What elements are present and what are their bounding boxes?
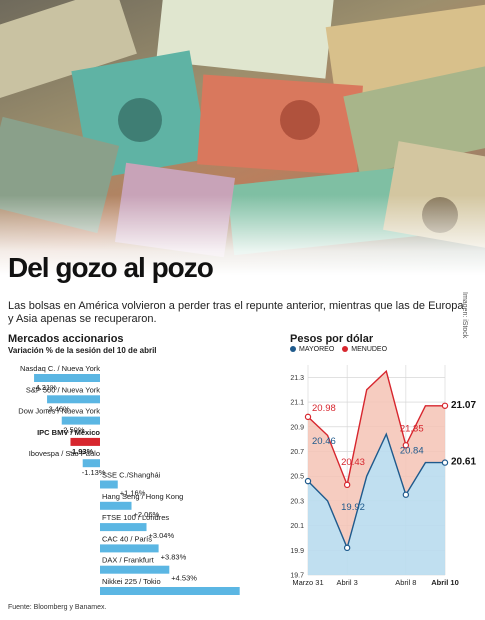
point-marker bbox=[304, 413, 312, 421]
bar-category-label: Nikkei 225 / Tokio bbox=[102, 577, 161, 586]
y-tick-label: 19.9 bbox=[290, 548, 304, 555]
y-tick-label: 20.3 bbox=[290, 498, 304, 505]
bar-category-label: Nasdaq C. / Nueva York bbox=[20, 364, 100, 373]
line-chart-legend: MAYOREO MENUDEO bbox=[290, 346, 387, 353]
bar-4 bbox=[82, 459, 100, 468]
point-value-label: 20.43 bbox=[341, 457, 365, 468]
bar-2 bbox=[61, 416, 100, 425]
bar-value-label: +3.83% bbox=[161, 552, 187, 561]
bar-value-label: +3.04% bbox=[149, 531, 175, 540]
menudeo-line bbox=[307, 369, 445, 488]
bar-value-label: -4.31% bbox=[33, 383, 57, 392]
source-note: Fuente: Bloomberg y Banamex. bbox=[8, 604, 107, 611]
point-value-label: 21.35 bbox=[400, 423, 424, 434]
bar-category-label: S&P 500 / Nueva York bbox=[26, 385, 100, 394]
bar-category-label: Dow Jones / Nueva York bbox=[18, 407, 100, 416]
bar-category-label: Hang Seng / Hong Kong bbox=[102, 492, 183, 501]
x-tick-label: Abril 8 bbox=[395, 578, 416, 587]
bar-value-label: -3.46% bbox=[46, 404, 70, 413]
bar-value-label: +1.16% bbox=[120, 489, 146, 498]
bar-10 bbox=[100, 587, 240, 595]
point-marker bbox=[343, 481, 351, 489]
bar-6 bbox=[100, 501, 132, 510]
point-marker bbox=[304, 477, 312, 485]
bar-category-label: FTSE 100 / Londres bbox=[102, 513, 169, 522]
bar-category-label: Ibovespa / Sao Paulo bbox=[29, 449, 100, 458]
bar-chart-subtitle: Variación % de la sesión del 10 de abril bbox=[8, 346, 157, 355]
point-value-label: 19.92 bbox=[341, 502, 365, 513]
bar-chart-title: Mercados accionarios bbox=[8, 333, 124, 345]
bar-7 bbox=[100, 523, 147, 532]
point-marker bbox=[343, 544, 351, 552]
y-tick-label: 20.9 bbox=[290, 424, 304, 431]
legend-menudeo: MENUDEO bbox=[342, 346, 387, 353]
line-chart-title: Pesos por dólar bbox=[290, 333, 374, 345]
page-subtitle: Las bolsas en América volvieron a perder… bbox=[8, 300, 464, 325]
x-tick-label: Marzo 31 bbox=[292, 578, 323, 587]
stock-markets-bar-chart: Nasdaq C. / Nueva York -4.31%S&P 500 / Nu… bbox=[18, 364, 240, 595]
menudeo-area bbox=[308, 371, 445, 548]
bar-category-label: SSE C./Shanghái bbox=[102, 471, 161, 480]
mayoreo-line bbox=[307, 432, 445, 550]
legend-mayoreo: MAYOREO bbox=[290, 346, 334, 353]
legend-menudeo-dot bbox=[342, 346, 349, 353]
bar-value-label: +2.06% bbox=[134, 510, 160, 519]
y-tick-label: 20.5 bbox=[290, 474, 304, 481]
y-tick-label: 20.1 bbox=[290, 523, 304, 530]
legend-mayoreo-label: MAYOREO bbox=[299, 346, 335, 353]
point-value-label: 20.98 bbox=[312, 403, 336, 414]
point-marker bbox=[441, 402, 449, 409]
peso-dollar-line-chart: 19.7 19.9 20.1 20.3 20.5 20.7 20.9 21.1 21.3 Marz… bbox=[290, 365, 476, 587]
point-value-label: 20.61 bbox=[451, 457, 476, 468]
hero-fade-overlay bbox=[0, 195, 485, 275]
y-tick-label: 20.7 bbox=[290, 449, 304, 456]
point-value-label: 21.07 bbox=[451, 400, 476, 411]
y-tick-label: 21.1 bbox=[290, 400, 304, 407]
bar-9 bbox=[100, 565, 170, 574]
bar-5 bbox=[100, 480, 118, 489]
bar-value-label: -1.93% bbox=[69, 447, 93, 456]
bar-category-label: CAC 40 / París bbox=[102, 534, 152, 543]
bar-value-label: -1.13% bbox=[82, 468, 106, 477]
y-tick-label: 21.3 bbox=[290, 375, 304, 382]
bar-value-label: -2.50% bbox=[61, 426, 85, 435]
bar-1 bbox=[47, 395, 100, 404]
point-marker bbox=[402, 442, 410, 449]
x-tick-label: Abril 3 bbox=[337, 578, 358, 587]
bar-category-label: IPC BMV / México bbox=[37, 428, 100, 437]
y-tick-label: 19.7 bbox=[290, 573, 304, 580]
legend-mayoreo-dot bbox=[290, 346, 296, 353]
page-title: Del gozo al pozo bbox=[8, 252, 214, 283]
point-value-label: 20.84 bbox=[400, 446, 424, 457]
bar-0 bbox=[34, 374, 100, 382]
point-value-label: 20.46 bbox=[312, 436, 336, 447]
bar-value-label: +4.53% bbox=[171, 574, 197, 583]
mayoreo-area bbox=[308, 434, 445, 575]
legend-menudeo-label: MENUDEO bbox=[351, 346, 388, 353]
bar-category-label: DAX / Frankfurt bbox=[102, 556, 155, 565]
bar-8 bbox=[100, 544, 159, 553]
point-marker bbox=[402, 491, 410, 498]
point-marker bbox=[441, 459, 449, 466]
bar-3 bbox=[70, 437, 100, 446]
x-tick-label: Abril 10 bbox=[431, 578, 459, 587]
hero-banknotes-image bbox=[0, 0, 485, 275]
